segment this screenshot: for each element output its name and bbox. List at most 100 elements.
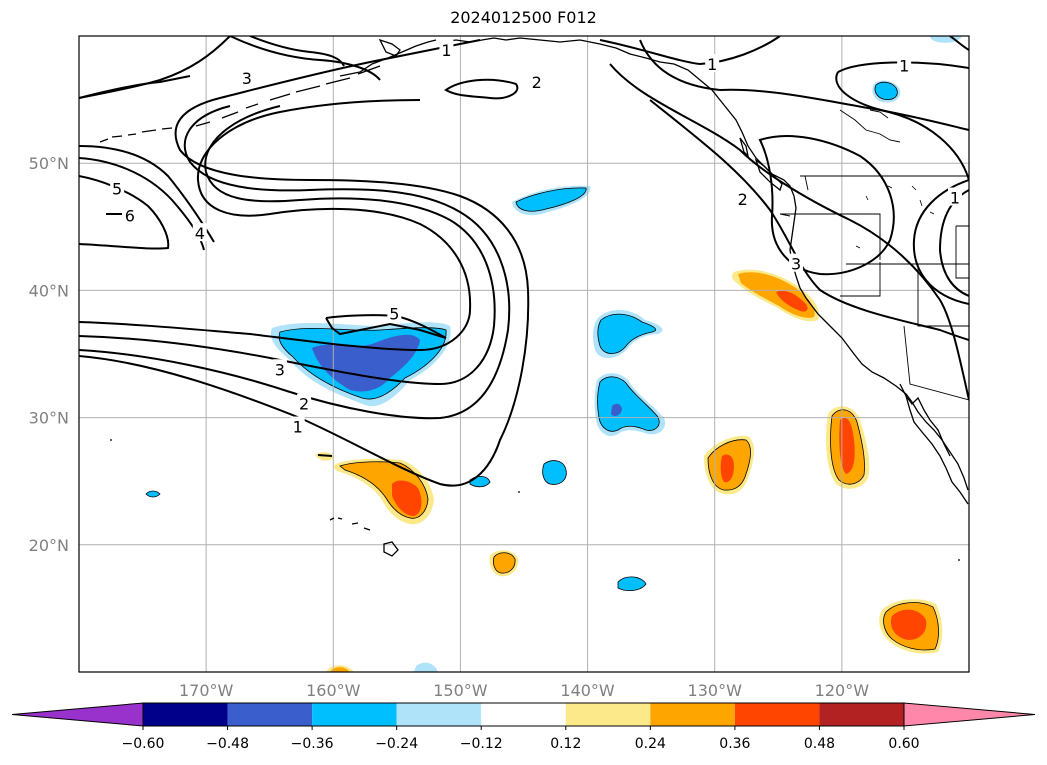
colorbar-segment [650, 703, 735, 726]
lakes-and-inlets [855, 185, 935, 249]
contour-3-west [79, 145, 215, 243]
colorbar-frame [142, 702, 905, 727]
contour-label-bg [705, 53, 720, 72]
contour-3-north-edge [79, 36, 231, 99]
contour-label-bg [735, 188, 750, 207]
contour-label: 3 [275, 360, 285, 379]
contour-label-bg [387, 303, 402, 322]
contour-2-core [79, 105, 511, 420]
contour-label: 3 [242, 69, 252, 88]
contour-label-bg [290, 416, 305, 435]
colorbar-extend-low [11, 702, 144, 727]
contour-lines [79, 36, 969, 487]
colorbar-segment [819, 703, 904, 726]
contour-label-bg [789, 253, 804, 272]
alaska-coast [378, 38, 401, 57]
negative-anomaly-area [618, 576, 646, 591]
baja-california [899, 383, 969, 505]
vancouver-island [754, 158, 783, 192]
negative-anomaly-area [146, 491, 160, 497]
colorbar-tick-label: −0.48 [206, 736, 249, 752]
shaded-anomaly-fields [145, 36, 962, 672]
longitude-tick-label: 170°W [179, 681, 234, 700]
colorbar-tick-label: 0.12 [550, 736, 581, 752]
contour-3-east [758, 134, 895, 276]
contour-label: 1 [293, 418, 303, 437]
contour-label: 2 [299, 395, 309, 414]
longitude-tick-label: 160°W [306, 681, 361, 700]
hawaiian-islands [329, 517, 371, 531]
negative-anomaly-area [874, 82, 898, 100]
longitude-tick-label: 140°W [560, 681, 615, 700]
colorbar-segment [227, 703, 313, 726]
contour-label: 4 [195, 224, 205, 243]
contour-label-bg [529, 71, 544, 90]
contour-4-core [79, 99, 472, 352]
colorbar-segment [312, 703, 397, 726]
colorbar-tick-label: 0.36 [719, 736, 750, 752]
contour-2-north [444, 78, 519, 100]
latitude-tick-label: 30°N [29, 409, 69, 428]
contour-label-bg [272, 359, 287, 378]
contour-label-bg [439, 39, 454, 58]
longitude-tick-label: 120°W [815, 681, 870, 700]
contour-3-northwest [79, 75, 191, 99]
north-america-coast [771, 173, 969, 491]
latitude-tick-label: 20°N [29, 536, 69, 555]
contour-1-pacific [609, 63, 969, 401]
negative-anomaly-area [542, 460, 567, 485]
contour-1-east [639, 39, 969, 181]
longitude-labels: 170°W 160°W 150°W 140°W 130°W 120°W [179, 681, 869, 700]
positive-anomaly-area [839, 417, 855, 474]
positive-anomaly-area [890, 609, 927, 640]
contour-label-bg [122, 205, 137, 224]
haida-gwaii [739, 137, 750, 158]
negative-anomaly-area [414, 662, 438, 672]
contour-2-northeast-edge [949, 36, 969, 51]
hawaii-island [383, 541, 399, 557]
colorbar-extend-high [903, 702, 1036, 727]
colorbar-tick-label: 0.48 [804, 736, 835, 752]
negative-anomaly-area [611, 403, 622, 417]
map-frame [78, 35, 970, 673]
longitude-tick-label: 130°W [688, 681, 743, 700]
coastlines [99, 37, 969, 561]
colorbar-tick-label: −0.24 [375, 736, 418, 752]
colorbar-tick-label: 0.24 [635, 736, 666, 752]
colorbar-tick-label: −0.36 [291, 736, 334, 752]
colorbar-segment [734, 703, 820, 726]
positive-anomaly-area [776, 290, 808, 312]
colorbar-segment [143, 703, 228, 726]
contour-1-core [79, 39, 530, 487]
positive-anomaly-area [720, 454, 734, 483]
contour-label: 1 [950, 189, 960, 208]
contour-label: 5 [389, 304, 399, 323]
positive-anomaly-area [392, 480, 422, 516]
contour-2-east [649, 99, 969, 341]
positive-anomaly-area [493, 552, 516, 574]
positive-anomaly-area [330, 667, 350, 672]
political-borders [779, 109, 969, 401]
negative-anomaly-area [516, 187, 587, 212]
contour-label-bg [192, 223, 207, 242]
contour-label: 1 [899, 56, 909, 75]
colorbar-tick-label: −0.12 [460, 736, 503, 752]
contour-1-northeast [599, 36, 781, 66]
contour-1-north-edge [229, 36, 381, 81]
contour-label: 2 [738, 190, 748, 209]
longitude-tick-label: 150°W [433, 681, 488, 700]
contour-label: 3 [791, 255, 801, 274]
latitude-tick-label: 40°N [29, 281, 69, 300]
contour-label-bg [948, 187, 963, 206]
contour-1-hawaii [317, 454, 333, 457]
colorbar-segment [396, 703, 482, 726]
colorbar: −0.60 −0.48 −0.36 −0.24 −0.12 0.12 0.24 0.36 0.4… [11, 702, 1036, 752]
latitude-labels: 20°N 30°N 40°N 50°N [29, 154, 69, 555]
map-title: 2024012500 F012 [450, 8, 597, 27]
contour-label-bg [110, 178, 125, 197]
contour-label: 1 [441, 41, 451, 60]
pacific-islands [110, 439, 960, 561]
colorbar-segment [565, 703, 651, 726]
